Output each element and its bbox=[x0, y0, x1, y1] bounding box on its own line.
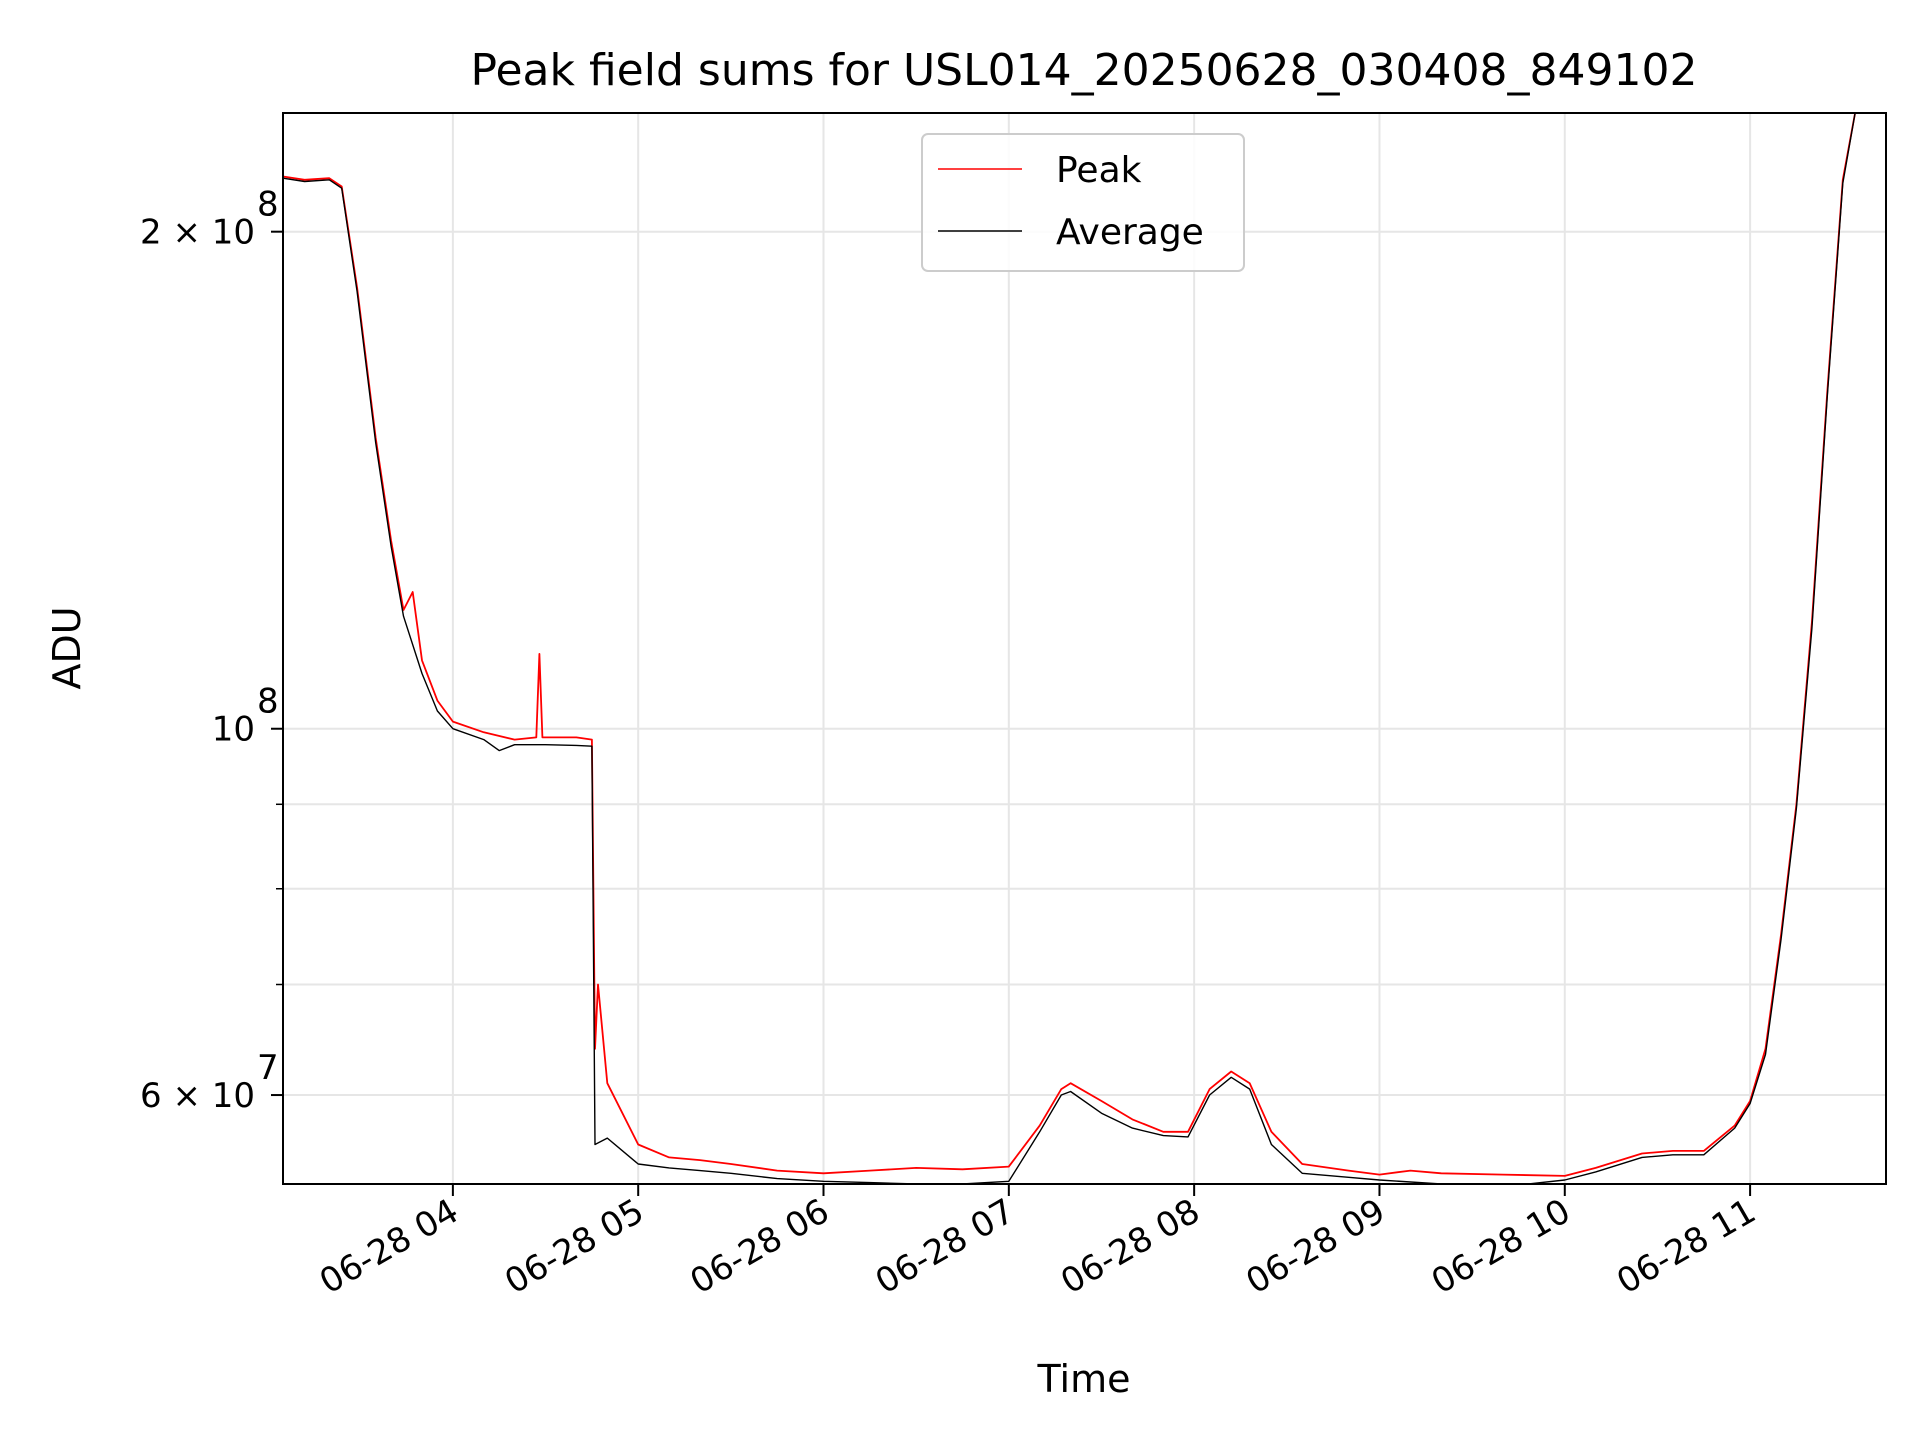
plot-frame bbox=[282, 112, 1887, 1185]
series-line-peak bbox=[283, 113, 1886, 1177]
series-group bbox=[283, 113, 1886, 1184]
y-axis-label: ADU bbox=[45, 606, 89, 689]
y-tick-label: 6 × 10 bbox=[140, 1076, 255, 1116]
x-axis-label: Time bbox=[1037, 1357, 1131, 1401]
y-tick-exponent: 8 bbox=[257, 185, 279, 225]
grid bbox=[283, 113, 1886, 1184]
y-tick-exponent: 7 bbox=[257, 1048, 279, 1088]
legend-label-average: Average bbox=[1056, 212, 1204, 253]
legend: Peak Average bbox=[921, 133, 1245, 272]
chart-title: Peak field sums for USL014_20250628_0304… bbox=[471, 45, 1698, 96]
series-line-average bbox=[283, 113, 1886, 1184]
y-tick-exponent: 8 bbox=[257, 682, 279, 722]
y-tick-label: 10 bbox=[212, 710, 255, 750]
legend-label-peak: Peak bbox=[1056, 150, 1142, 191]
y-tick-label: 2 × 10 bbox=[140, 213, 255, 253]
